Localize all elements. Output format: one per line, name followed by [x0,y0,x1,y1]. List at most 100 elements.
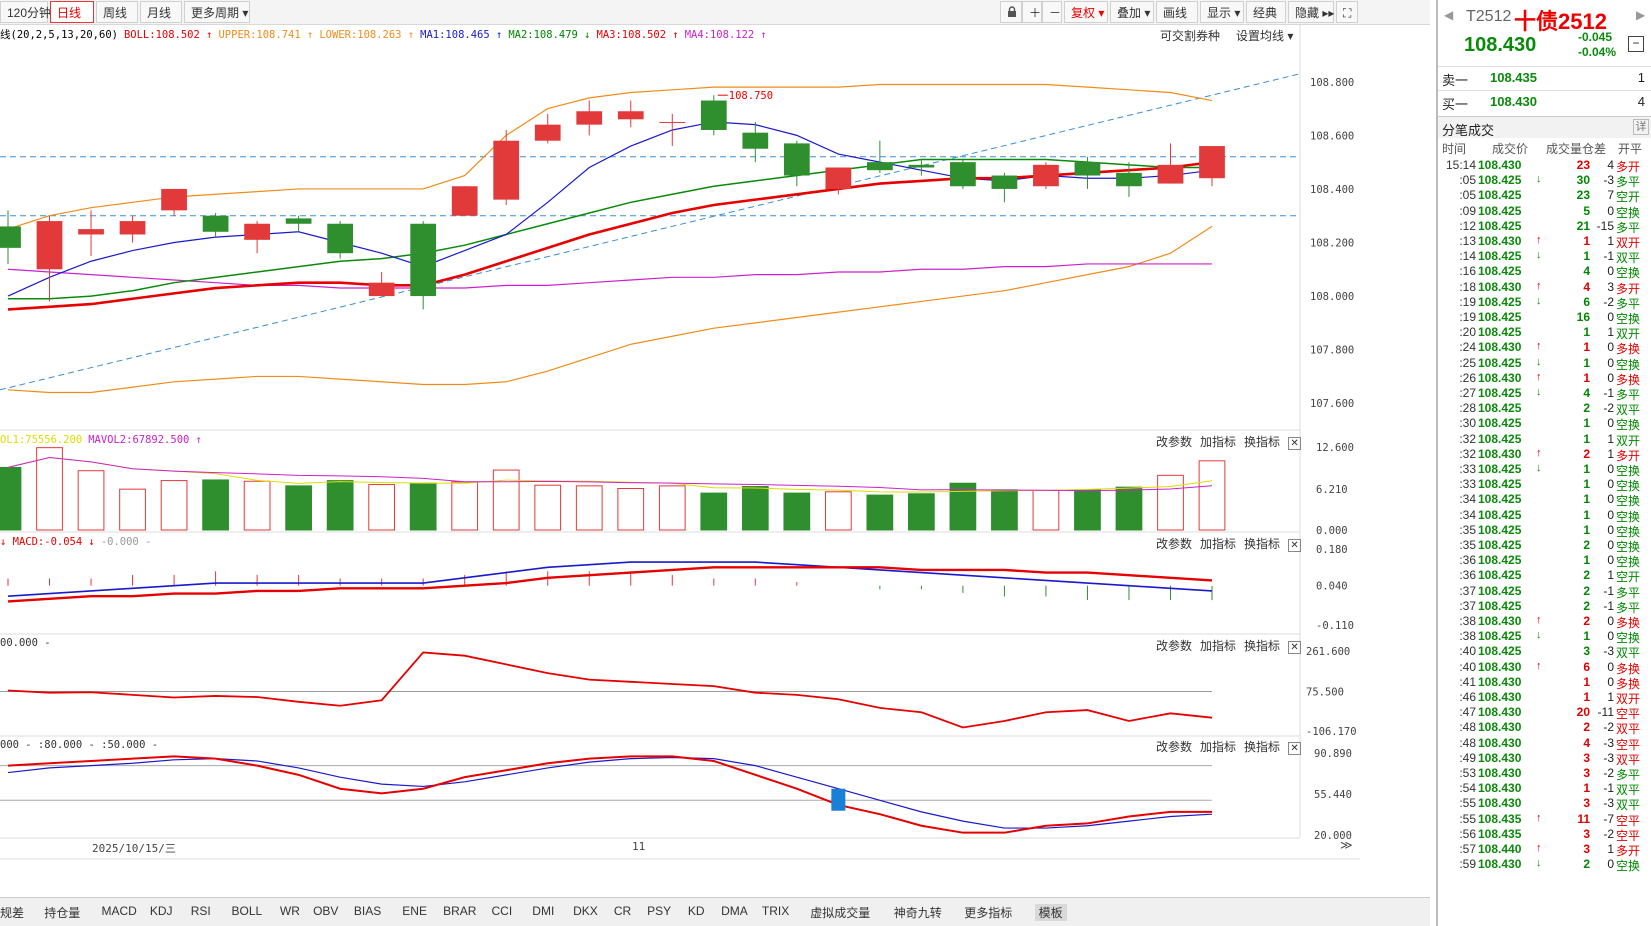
indicator-value: LOWER:108.263 ↑ [319,29,415,41]
price-tick: 107.600 [1310,398,1354,410]
period-120min[interactable]: 120分钟 [0,1,51,23]
draw-line-button[interactable]: 画线 [1156,1,1198,23]
add-indicator-button[interactable]: 加指标 [1200,740,1237,754]
tick-oi-change: 4 [1607,158,1614,172]
tick-oi-change: 3 [1607,279,1614,294]
volume-bar [534,484,562,531]
indicator-tab[interactable]: TRIX [761,904,790,918]
fuquan-dropdown[interactable]: 复权 ▾ [1064,1,1108,23]
indicator-tab[interactable]: DMI [532,904,555,918]
period-weekly[interactable]: 周线 [96,1,138,23]
edit-params-button[interactable]: 改参数 [1156,740,1193,754]
sell1-price: 108.435 [1490,70,1537,85]
tick-volume: 1 [1583,507,1590,522]
next-arrow-icon[interactable]: ▶ [1636,8,1646,22]
add-indicator-button[interactable]: 加指标 [1200,639,1237,653]
indicator-tab[interactable]: 持仓量 [44,906,81,920]
volume-bar [119,488,146,531]
switch-indicator-button[interactable]: 换指标 [1244,537,1281,551]
indicator-tab[interactable]: CCI [491,904,513,918]
volume-bar [368,484,396,531]
indicator-tab[interactable]: KDJ [149,904,173,918]
close-icon[interactable]: ✕ [1288,437,1302,450]
hide-button[interactable]: 隐藏 ▸▸ [1288,1,1334,23]
tick-row: :27 108.425 ↓ 4 -1 多平 [1440,386,1651,402]
close-icon[interactable]: ✕ [1288,641,1302,654]
tick-oi-change: -3 [1603,796,1614,811]
add-indicator-button[interactable]: 加指标 [1200,435,1237,449]
period-monthly[interactable]: 月线 [140,1,182,23]
tick-time: :46 [1459,690,1476,704]
indicator-tab[interactable]: WR [279,904,300,918]
tick-row: :20 108.425 1 1 双开 [1440,325,1651,341]
classic-button[interactable]: 经典 [1246,1,1286,23]
switch-indicator-button[interactable]: 换指标 [1244,639,1281,653]
edit-params-button[interactable]: 改参数 [1156,435,1193,449]
tick-price: 108.425 [1478,431,1522,446]
tick-type: 多开 [1616,160,1641,174]
volume-bar [0,466,22,531]
volume-bar [658,485,686,531]
kd-controls: 改参数 加指标 换指标 ✕ [1148,738,1302,755]
indicator-tab[interactable]: KD [687,904,705,918]
tick-price: 108.430 [1478,690,1522,704]
tick-oi-change: 0 [1607,507,1614,522]
close-icon[interactable]: ✕ [1288,539,1302,552]
switch-indicator-button[interactable]: 换指标 [1244,435,1281,449]
indicator-tab[interactable]: MACD [101,904,137,918]
candle-body [327,223,354,254]
indicator-tab[interactable]: 神奇九转 [893,906,942,920]
tick-type: 多平 [1616,220,1641,235]
indicator-tab[interactable]: RSI [190,904,211,918]
indicator-tab[interactable]: DMA [721,904,748,918]
tick-oi-change: 0 [1607,629,1614,644]
set-ma-dropdown[interactable]: 设置均线 ▾ [1236,29,1294,43]
indicator-tab[interactable]: OBV [313,904,339,918]
deliverable-bonds-link[interactable]: 可交割券种 [1160,29,1221,43]
indicator-tab[interactable]: BRAR [443,904,477,918]
cci-tick: 261.600 [1306,646,1350,658]
period-daily[interactable]: 日线 [50,1,94,23]
indicator-tab[interactable]: 模板 [1034,904,1067,921]
edit-params-button[interactable]: 改参数 [1156,639,1193,653]
indicator-tab[interactable]: 更多指标 [964,906,1013,920]
tick-time: :35 [1459,522,1476,537]
cci-tick: -106.170 [1306,726,1357,738]
overlay-dropdown[interactable]: 叠加 ▾ [1110,1,1154,23]
edit-params-button[interactable]: 改参数 [1156,537,1193,551]
lock-icon[interactable] [1000,1,1022,23]
close-icon[interactable]: ✕ [1288,742,1302,755]
zoom-out-icon[interactable]: － [1042,1,1062,23]
fullscreen-icon[interactable]: ⛶ [1336,1,1358,23]
indicator-tab[interactable]: DKX [573,904,598,918]
switch-indicator-button[interactable]: 换指标 [1244,740,1281,754]
tick-price: 108.425 [1478,629,1522,644]
indicator-tab[interactable]: BOLL [231,904,263,918]
indicator-tab[interactable]: CR [613,904,632,918]
tick-price: 108.430 [1478,340,1522,355]
indicator-tab[interactable]: BIAS [353,904,382,918]
indicator-value: OL1:75556.200 [0,434,83,446]
cci-header: 00.000 - [0,637,57,651]
indicator-tab[interactable]: PSY [647,904,672,918]
zoom-in-icon[interactable]: ＋ [1022,1,1042,23]
display-dropdown[interactable]: 显示 ▾ [1200,1,1244,23]
collapse-box[interactable]: − [1628,36,1644,52]
tick-type: 多平 [1616,600,1641,615]
indicator-tab[interactable]: 规差 [0,906,25,920]
scroll-right-icon[interactable]: ≫ [1340,838,1353,852]
tick-row: :32 108.430 ↑ 2 1 多开 [1440,447,1651,463]
tick-type: 空换 [1616,631,1641,646]
prev-arrow-icon[interactable]: ◀ [1444,8,1454,22]
detail-button[interactable]: 详 [1633,119,1649,135]
period-more-dropdown[interactable]: 更多周期 ▾ [184,1,250,23]
indicator-tab[interactable]: ENE [402,904,427,918]
high-marker-label: 108.750 [729,90,773,102]
tick-price: 108.435 [1478,811,1522,826]
kline-chart[interactable]: 108.800 108.600 108.400 108.200 108.000 107.8… [0,25,1360,895]
tick-price: 108.430 [1478,796,1522,811]
indicator-tab[interactable]: 虚拟成交量 [810,906,871,920]
tick-type: 空换 [1616,357,1641,372]
add-indicator-button[interactable]: 加指标 [1200,537,1237,551]
tick-type: 双平 [1616,722,1641,737]
